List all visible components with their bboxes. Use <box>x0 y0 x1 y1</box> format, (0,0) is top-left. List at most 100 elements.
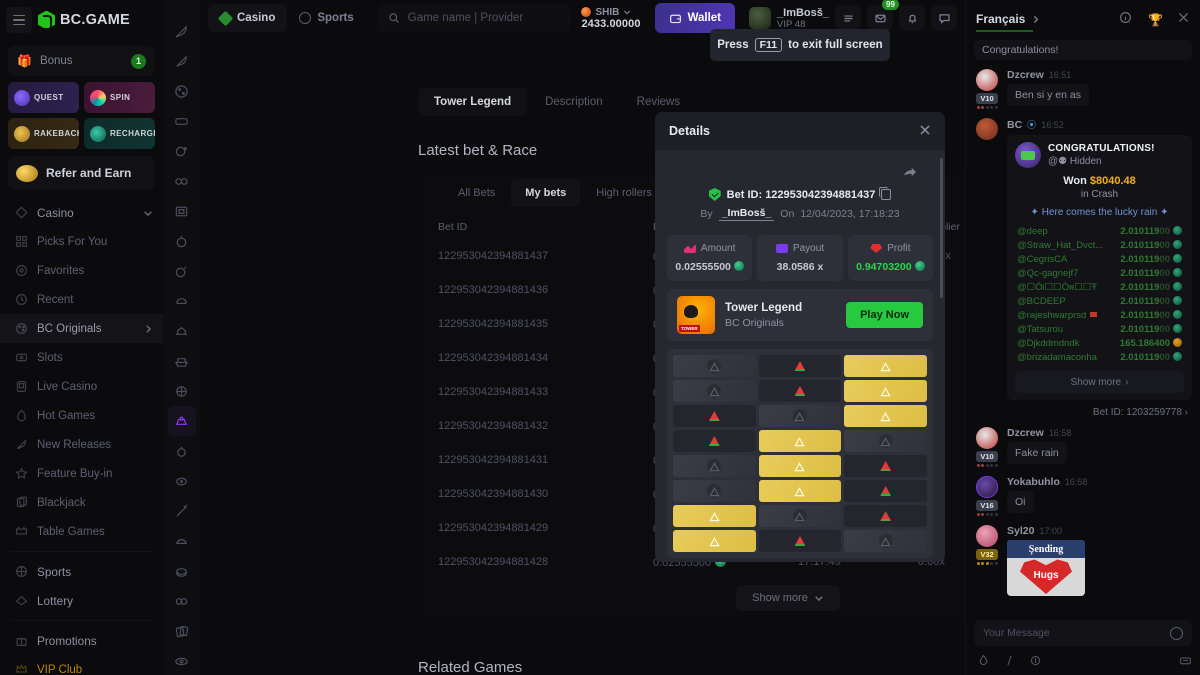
message-author[interactable]: Dzcrew <box>1007 427 1044 439</box>
tab-casino[interactable]: Casino <box>208 4 288 32</box>
promo-card-rakeback[interactable]: RAKEBACK <box>8 118 79 149</box>
rail-icon-poker[interactable] <box>168 556 196 586</box>
close-button[interactable] <box>919 124 931 139</box>
avatar[interactable] <box>976 427 998 449</box>
copy-icon[interactable] <box>879 187 892 200</box>
sidebar-item-casino[interactable]: Casino <box>0 198 163 227</box>
avatar[interactable] <box>976 69 998 91</box>
info-button[interactable] <box>1119 11 1132 27</box>
message-author[interactable]: Dzcrew <box>1007 69 1044 81</box>
promo-card-spin[interactable]: SPIN <box>84 82 155 113</box>
notifications-button[interactable] <box>899 5 925 31</box>
play-now-button[interactable]: Play Now <box>846 302 923 328</box>
rail-icon-hilo[interactable] <box>168 286 196 316</box>
rail-icon-plinko[interactable] <box>168 136 196 166</box>
rail-icon-baccarat[interactable] <box>168 466 196 496</box>
rail-icon-keno[interactable] <box>168 166 196 196</box>
show-more-bets-button[interactable]: Show more <box>736 585 840 611</box>
sidebar-item-blackjack[interactable]: Blackjack <box>0 488 163 517</box>
sidebar-item-recent[interactable]: Recent <box>0 285 163 314</box>
emoji-icon[interactable] <box>1170 626 1183 640</box>
recipient-name[interactable]: @Qc-gagnejf7 <box>1017 267 1079 279</box>
tab-my-bets[interactable]: My bets <box>511 179 581 207</box>
sidebar-item-bc-originals[interactable]: BC Originals <box>0 314 163 343</box>
sidebar-item-sports[interactable]: Sports <box>0 557 163 586</box>
bonus-row[interactable]: 🎁 Bonus 1 <box>8 46 155 76</box>
tip-coin-icon[interactable] <box>1029 654 1042 667</box>
sidebar-item-live-casino[interactable]: Live Casino <box>0 372 163 401</box>
promo-card-recharge[interactable]: RECHARGE <box>84 118 155 149</box>
sidebar-item-hot-games[interactable]: Hot Games <box>0 401 163 430</box>
chat-toggle-button[interactable] <box>931 5 957 31</box>
chat-language[interactable]: Français <box>976 12 1026 26</box>
sidebar-item-feature-buy-in[interactable]: Feature Buy-in <box>0 459 163 488</box>
message-author[interactable]: Yokabuhlo <box>1007 476 1060 488</box>
menu-button[interactable] <box>835 5 861 31</box>
recipient-name[interactable]: @deep <box>1017 225 1048 237</box>
sidebar-item-promotions[interactable]: Promotions <box>0 626 163 655</box>
chat-messages[interactable]: Congratulations! V10 Dzcrew 16:51 Ben si… <box>966 38 1200 614</box>
menu-toggle-button[interactable] <box>6 7 32 33</box>
recipient-name[interactable]: @☐Ói☐☐Óʀ☐☐Ŧ <box>1017 281 1098 293</box>
coin-selector[interactable]: SHIB 2433.00000 <box>571 7 650 30</box>
message-author[interactable]: BC <box>1007 119 1023 131</box>
rail-icon-limbo[interactable] <box>168 106 196 136</box>
rail-icon-tower-legend[interactable] <box>167 406 196 436</box>
rail-icon-twin[interactable] <box>168 586 196 616</box>
avatar[interactable] <box>976 525 998 547</box>
tab-sports[interactable]: Sports <box>287 4 365 32</box>
bet-author[interactable]: _ImBosš_ <box>718 207 775 221</box>
sidebar-item-favorites[interactable]: Favorites <box>0 256 163 285</box>
modal-scrollbar[interactable] <box>940 158 943 298</box>
sidebar-item-lottery[interactable]: Lottery <box>0 586 163 615</box>
slash-command-icon[interactable] <box>1003 654 1016 667</box>
sidebar-item-table-games[interactable]: Table Games <box>0 517 163 546</box>
rail-icon-roulette[interactable] <box>168 436 196 466</box>
tab-all-bets[interactable]: All Bets <box>458 187 496 199</box>
recipient-name[interactable]: @Straw_Hat_Dvct... <box>1017 239 1104 251</box>
share-icon[interactable] <box>903 166 917 178</box>
avatar[interactable] <box>976 476 998 498</box>
tab-description[interactable]: Description <box>545 96 603 108</box>
chat-message-input[interactable]: Your Message <box>974 620 1192 646</box>
tab-reviews[interactable]: Reviews <box>636 96 681 108</box>
recipient-name[interactable]: @Tatsurou <box>1017 323 1064 335</box>
user-profile[interactable]: _ImBosš_ VIP 48 <box>749 7 829 30</box>
rail-icon-crash[interactable] <box>168 16 196 46</box>
rail-icon-dice[interactable] <box>168 76 196 106</box>
sidebar-item-slots[interactable]: Slots <box>0 343 163 372</box>
rail-icon-bomb[interactable] <box>168 256 196 286</box>
rail-icon-video[interactable] <box>168 196 196 226</box>
sidebar-item-new-releases[interactable]: New Releases <box>0 430 163 459</box>
recipient-name[interactable]: @Djkddmdndk <box>1017 337 1080 349</box>
chevron-right-icon[interactable] <box>1031 15 1040 24</box>
tab-tower-legend[interactable]: Tower Legend <box>418 88 528 116</box>
search-input[interactable]: Game name | Provider <box>377 4 572 32</box>
sidebar-item-vip-club[interactable]: VIP Club <box>0 655 163 675</box>
show-more-recipients-button[interactable]: Show more › <box>1015 371 1184 393</box>
brand-logo[interactable]: BC.GAME <box>38 10 130 30</box>
close-chat-button[interactable] <box>1177 11 1190 27</box>
recipient-name[interactable]: @brizadamaconha <box>1017 351 1097 363</box>
message-author[interactable]: Syl20 <box>1007 525 1035 537</box>
refer-and-earn-row[interactable]: Refer and Earn <box>8 156 155 190</box>
recipient-name[interactable]: @rajeshwarprsd <box>1017 310 1120 321</box>
keyboard-icon[interactable] <box>1179 654 1192 667</box>
avatar[interactable] <box>976 118 998 140</box>
promo-card-quest[interactable]: QUEST <box>8 82 79 113</box>
rail-icon-wheel[interactable] <box>168 376 196 406</box>
rain-drop-icon[interactable] <box>977 654 990 667</box>
rail-icon-rocket[interactable] <box>168 46 196 76</box>
rail-icon-coin[interactable] <box>168 226 196 256</box>
rail-icon-eye[interactable] <box>168 646 196 675</box>
recipient-name[interactable]: @BCDEEP <box>1017 295 1066 307</box>
sidebar-item-picks-for-you[interactable]: Picks For You <box>0 227 163 256</box>
rail-icon-hash[interactable] <box>168 526 196 556</box>
tab-high-rollers[interactable]: High rollers <box>596 187 652 199</box>
recipient-name[interactable]: @CegrisCA <box>1017 253 1068 265</box>
rail-icon-dart[interactable] <box>168 496 196 526</box>
rain-bet-id[interactable]: Bet ID: 1203259778 › <box>1092 407 1188 418</box>
wallet-button[interactable]: Wallet <box>654 3 736 33</box>
rail-icon-mines[interactable] <box>168 346 196 376</box>
mail-button[interactable]: 99 <box>867 0 899 31</box>
